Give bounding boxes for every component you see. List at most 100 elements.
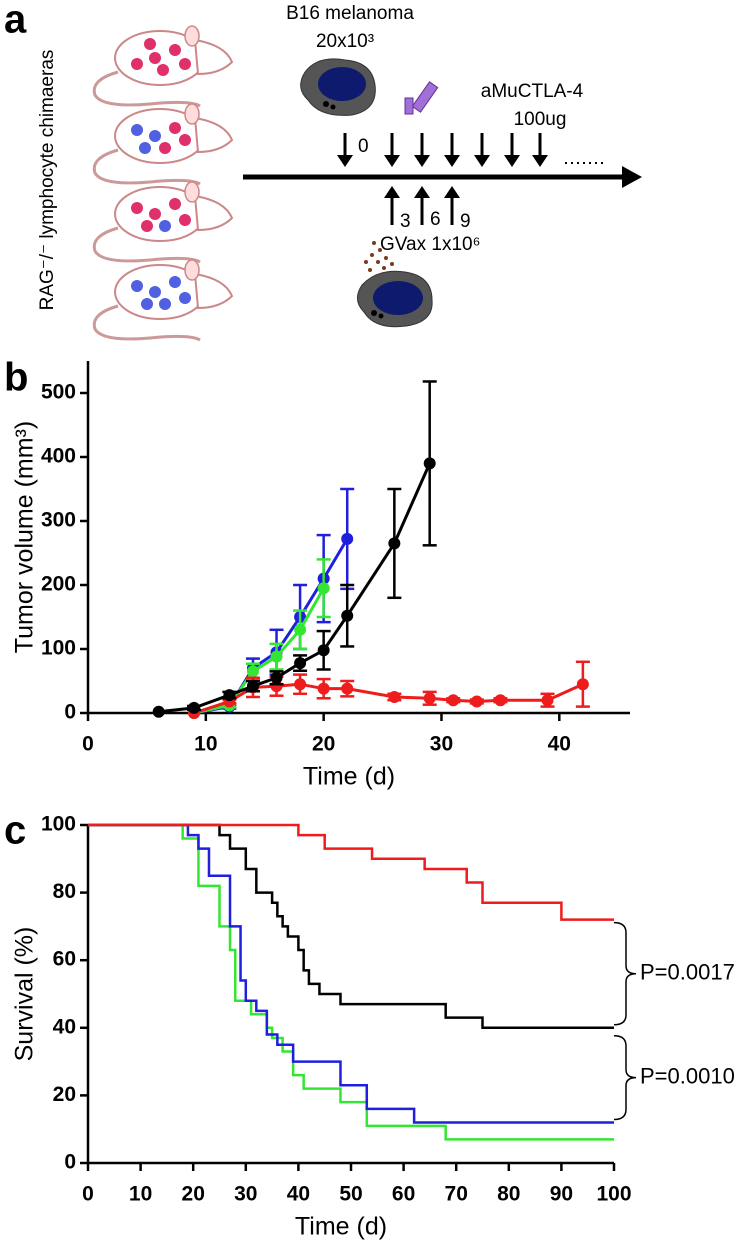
mouse-icon — [92, 103, 234, 186]
mouse-spot — [169, 276, 181, 288]
arrowhead — [444, 155, 460, 167]
mouse-spot — [169, 198, 181, 210]
y-axis-title: Tumor volume (mm³) — [11, 421, 39, 653]
mouse-spot — [141, 220, 153, 232]
mouse-tail — [92, 70, 201, 108]
tumor-label: B16 melanoma — [286, 3, 414, 24]
data-point — [317, 682, 330, 695]
mouse-ear — [184, 25, 200, 47]
x-axis-title: Time (d) — [303, 763, 395, 791]
brace — [613, 1035, 637, 1121]
mouse-spot — [149, 52, 161, 64]
y-tick-label: 60 — [53, 948, 76, 971]
y-tick-label: 100 — [41, 813, 76, 836]
y-tick-label: 200 — [41, 573, 76, 596]
arrowhead — [622, 166, 642, 188]
antibody-icon — [404, 81, 439, 115]
mouse-ear — [184, 259, 200, 281]
data-point — [188, 701, 201, 714]
data-point — [541, 694, 554, 707]
mouse-spot — [179, 134, 191, 146]
data-point — [388, 537, 401, 550]
x-tick-label: 50 — [339, 1183, 362, 1206]
x-tick-label: 90 — [550, 1183, 573, 1206]
x-tick-label: 20 — [312, 733, 335, 756]
x-tick-label: 10 — [129, 1183, 152, 1206]
data-point — [270, 650, 283, 663]
x-tick-label: 30 — [234, 1183, 257, 1206]
mouse-spot — [131, 124, 143, 136]
data-point — [294, 623, 307, 636]
y-tick-label: 500 — [41, 381, 76, 404]
mouse-spot — [159, 142, 171, 154]
x-tick-label: 10 — [194, 733, 217, 756]
x-tick-label: 30 — [430, 733, 453, 756]
arrowhead — [504, 155, 520, 167]
mouse-spot — [144, 38, 156, 50]
data-point — [341, 609, 354, 622]
mouse-tail — [92, 304, 201, 342]
data-point — [576, 678, 589, 691]
y-tick-label: 0 — [64, 701, 76, 724]
x-axis-title: Time (d) — [295, 1213, 387, 1241]
mouse-spot — [149, 208, 161, 220]
annotation: P=0.0017 — [640, 960, 735, 985]
data-point — [152, 705, 165, 718]
mouse-ear — [184, 181, 200, 203]
panel-label: c — [4, 809, 26, 853]
x-tick-label: 80 — [497, 1183, 520, 1206]
y-tick-label: 20 — [53, 1083, 76, 1106]
panel-label: b — [4, 356, 28, 400]
mouse-spot — [159, 298, 171, 310]
mouse-spot — [141, 298, 153, 310]
mouse-spot — [157, 64, 169, 76]
data-point — [270, 671, 283, 684]
data-point — [294, 678, 307, 691]
y-tick-label: 300 — [41, 509, 76, 532]
y-tick-label: 40 — [53, 1015, 76, 1038]
x-tick-label: 0 — [82, 733, 94, 756]
mouse-head — [193, 194, 234, 232]
mouse-spot — [131, 58, 143, 70]
y-tick-label: 0 — [64, 1151, 76, 1174]
y-tick-label: 400 — [41, 445, 76, 468]
side-label: RAG⁻/⁻ lymphocyte chimaeras — [37, 50, 58, 311]
diagram: RAG⁻/⁻ lymphocyte chimaeras B16 melanoma… — [37, 3, 642, 342]
y-tick-label: 100 — [41, 637, 76, 660]
tumor-dose: 20x10³ — [316, 31, 374, 52]
data-point — [388, 691, 401, 703]
x-tick-label: 0 — [82, 1183, 94, 1206]
data-point — [246, 665, 259, 678]
data-point — [246, 680, 259, 693]
mouse-head — [193, 38, 234, 76]
mouse-spot — [169, 122, 181, 134]
mouse-spot — [169, 44, 181, 56]
mouse-spot — [179, 292, 191, 304]
x-tick-label: 60 — [392, 1183, 415, 1206]
mouse-spot — [139, 142, 151, 154]
day-label: 0 — [358, 136, 369, 157]
data-point — [447, 694, 460, 707]
mouse-spot — [179, 58, 191, 70]
data-point — [317, 582, 330, 595]
y-tick-label: 80 — [53, 880, 76, 903]
data-point — [423, 692, 436, 705]
survival-curve — [88, 823, 614, 1124]
day-label: 9 — [460, 211, 471, 232]
survival-curve — [88, 823, 614, 1141]
survival-curve — [88, 823, 614, 921]
arrowhead — [384, 186, 400, 198]
vaccine-cell — [357, 241, 433, 328]
mouse-spot — [149, 130, 161, 142]
mouse-spot — [179, 214, 191, 226]
tumor-cell — [300, 58, 376, 116]
arrowhead — [532, 155, 548, 167]
x-tick-label: 40 — [548, 733, 571, 756]
x-tick-label: 40 — [287, 1183, 310, 1206]
arrowhead — [474, 155, 490, 167]
x-tick-label: 20 — [182, 1183, 205, 1206]
data-point — [341, 532, 354, 545]
data-point — [470, 695, 483, 708]
day-label: 6 — [430, 209, 441, 230]
